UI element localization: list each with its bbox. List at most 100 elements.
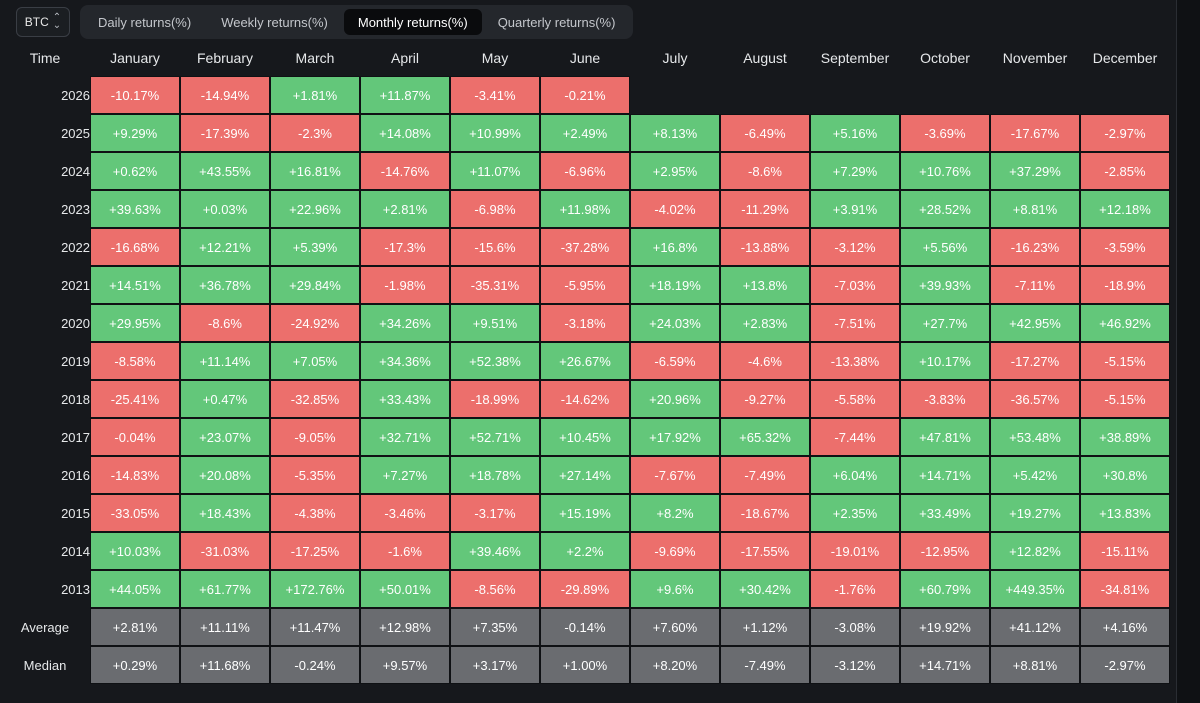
return-cell: -3.83% xyxy=(900,380,990,418)
summary-cell: +14.71% xyxy=(900,646,990,684)
return-cell: -12.95% xyxy=(900,532,990,570)
summary-cell: +7.35% xyxy=(450,608,540,646)
return-cell: -7.03% xyxy=(810,266,900,304)
return-cell: -17.3% xyxy=(360,228,450,266)
summary-cell: -7.49% xyxy=(720,646,810,684)
return-cell: +39.93% xyxy=(900,266,990,304)
row-year-label: 2018 xyxy=(61,391,90,407)
return-cell: +52.38% xyxy=(450,342,540,380)
summary-cell: -2.97% xyxy=(1080,646,1170,684)
summary-cell: -3.08% xyxy=(810,608,900,646)
table-row: 2025 +9.29% -17.39% -2.3% +14.08% +10.99% +2.4… xyxy=(0,114,1170,152)
column-header-month: May xyxy=(481,49,509,66)
return-cell: -13.88% xyxy=(720,228,810,266)
return-cell: +7.29% xyxy=(810,152,900,190)
return-cell: +18.43% xyxy=(180,494,270,532)
return-cell: -4.6% xyxy=(720,342,810,380)
column-header-month: March xyxy=(295,49,335,66)
column-header-month: August xyxy=(743,49,787,66)
return-cell: +30.42% xyxy=(720,570,810,608)
summary-cell: +19.92% xyxy=(900,608,990,646)
return-cell: +12.82% xyxy=(990,532,1080,570)
summary-cell: +41.12% xyxy=(990,608,1080,646)
return-cell: -11.29% xyxy=(720,190,810,228)
summary-cell: +11.47% xyxy=(270,608,360,646)
monthly-returns-table: Time January February March April May June Jul… xyxy=(0,39,1170,684)
return-cell: +9.6% xyxy=(630,570,720,608)
return-cell: -6.49% xyxy=(720,114,810,152)
return-cell: -3.41% xyxy=(450,76,540,114)
return-cell: +18.19% xyxy=(630,266,720,304)
return-cell: -8.6% xyxy=(720,152,810,190)
tab-daily-returns[interactable]: Daily returns(%) xyxy=(98,14,192,30)
summary-cell: -0.24% xyxy=(270,646,360,684)
tab-quarterly-returns[interactable]: Quarterly returns(%) xyxy=(497,14,616,30)
return-cell: +43.55% xyxy=(180,152,270,190)
return-cell: +60.79% xyxy=(900,570,990,608)
return-cell: -18.9% xyxy=(1080,266,1170,304)
return-cell: +14.08% xyxy=(360,114,450,152)
return-cell: -34.81% xyxy=(1080,570,1170,608)
table-row: 2022 -16.68% +12.21% +5.39% -17.3% -15.6% -37.… xyxy=(0,228,1170,266)
table-row: 2015 -33.05% +18.43% -4.38% -3.46% -3.17% +15.… xyxy=(0,494,1170,532)
return-cell: -17.27% xyxy=(990,342,1080,380)
row-year-label: 2022 xyxy=(61,239,90,255)
return-cell: +0.03% xyxy=(180,190,270,228)
return-cell: +46.92% xyxy=(1080,304,1170,342)
summary-cell: +12.98% xyxy=(360,608,450,646)
return-cell: +11.07% xyxy=(450,152,540,190)
return-cell: +16.81% xyxy=(270,152,360,190)
return-cell: +5.16% xyxy=(810,114,900,152)
return-cell: +449.35% xyxy=(990,570,1080,608)
return-cell: -16.68% xyxy=(90,228,180,266)
return-cell: -9.69% xyxy=(630,532,720,570)
return-cell: +10.99% xyxy=(450,114,540,152)
return-cell: +19.27% xyxy=(990,494,1080,532)
return-cell: -33.05% xyxy=(90,494,180,532)
tab-weekly-returns[interactable]: Weekly returns(%) xyxy=(221,14,328,30)
return-cell: +12.21% xyxy=(180,228,270,266)
summary-cell: +11.11% xyxy=(180,608,270,646)
return-cell: -7.67% xyxy=(630,456,720,494)
return-cell: +61.77% xyxy=(180,570,270,608)
return-cell: -0.21% xyxy=(540,76,630,114)
return-cell: -17.25% xyxy=(270,532,360,570)
summary-cell: +8.81% xyxy=(990,646,1080,684)
summary-cell: +4.16% xyxy=(1080,608,1170,646)
row-year-label: 2017 xyxy=(61,429,90,445)
return-cell: -14.94% xyxy=(180,76,270,114)
row-year-label: 2026 xyxy=(61,87,90,103)
return-cell: +11.87% xyxy=(360,76,450,114)
return-cell: +33.43% xyxy=(360,380,450,418)
return-cell: +18.78% xyxy=(450,456,540,494)
return-cell: -29.89% xyxy=(540,570,630,608)
asset-selector-label: BTC xyxy=(24,15,49,29)
summary-cell: +0.29% xyxy=(90,646,180,684)
asset-selector[interactable]: BTC ⌃ ⌄ xyxy=(16,7,70,37)
summary-row: Median +0.29% +11.68% -0.24% +9.57% +3.17% +1.… xyxy=(0,646,1170,684)
return-cell: -10.17% xyxy=(90,76,180,114)
return-cell: -6.59% xyxy=(630,342,720,380)
table-row: 2014 +10.03% -31.03% -17.25% -1.6% +39.46% +2.… xyxy=(0,532,1170,570)
period-tabs: Daily returns(%) Weekly returns(%) Month… xyxy=(80,5,634,39)
return-cell: +26.67% xyxy=(540,342,630,380)
row-year-label: 2023 xyxy=(61,201,90,217)
return-cell: +23.07% xyxy=(180,418,270,456)
return-cell: -5.35% xyxy=(270,456,360,494)
return-cell: +0.47% xyxy=(180,380,270,418)
return-cell: +53.48% xyxy=(990,418,1080,456)
return-cell: -5.15% xyxy=(1080,380,1170,418)
return-cell: +29.84% xyxy=(270,266,360,304)
return-cell: +8.2% xyxy=(630,494,720,532)
tab-monthly-returns[interactable]: Monthly returns(%) xyxy=(343,9,482,35)
return-cell: +14.71% xyxy=(900,456,990,494)
return-cell: +65.32% xyxy=(720,418,810,456)
return-cell: -1.98% xyxy=(360,266,450,304)
table-row: 2019 -8.58% +11.14% +7.05% +34.36% +52.38% +26… xyxy=(0,342,1170,380)
return-cell: +47.81% xyxy=(900,418,990,456)
summary-cell: -0.14% xyxy=(540,608,630,646)
return-cell: +9.51% xyxy=(450,304,540,342)
return-cell: +2.35% xyxy=(810,494,900,532)
return-cell: -7.11% xyxy=(990,266,1080,304)
